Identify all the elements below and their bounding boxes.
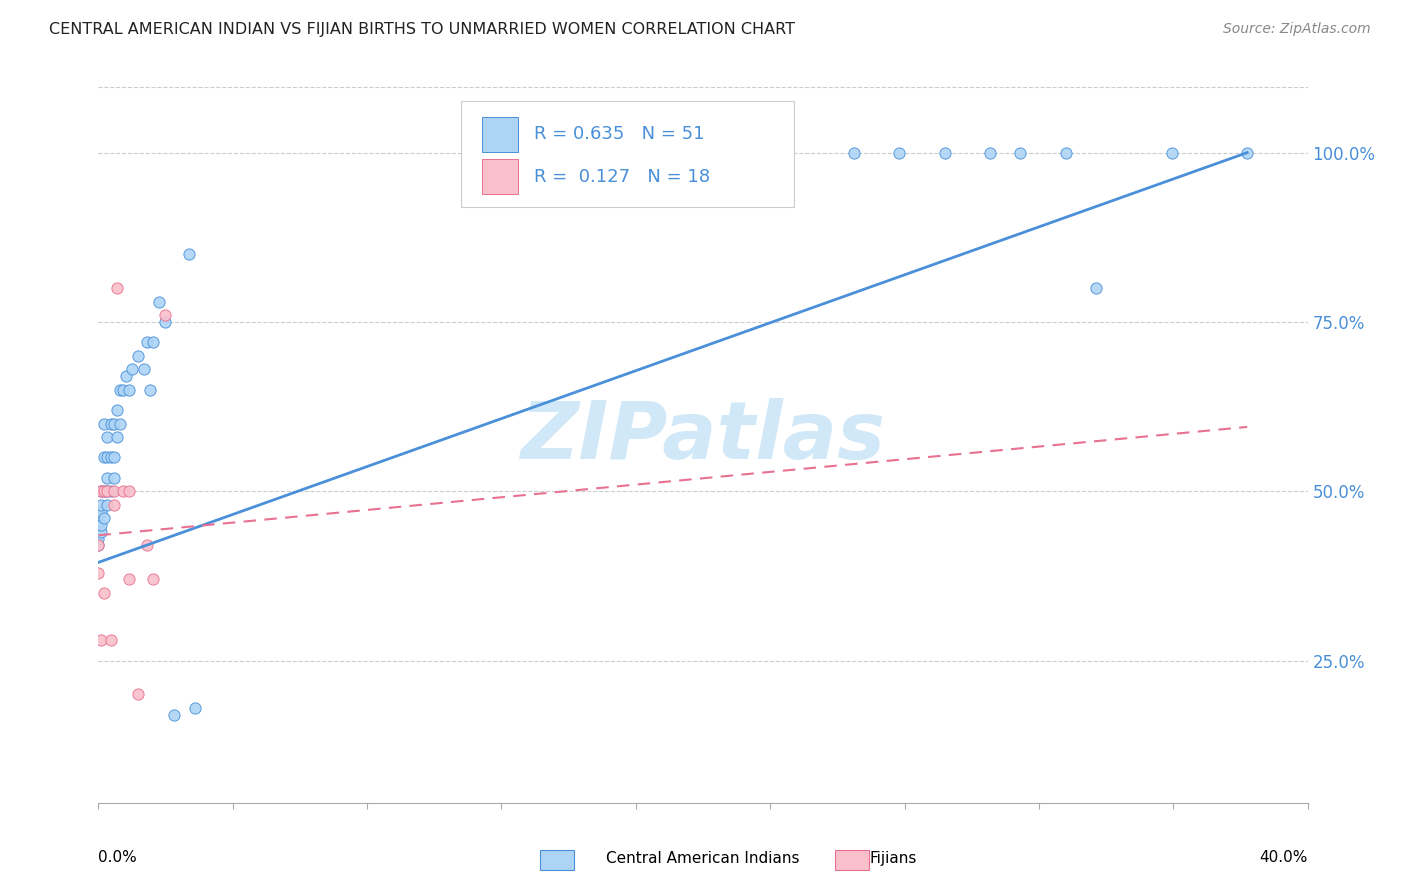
Point [1085, 281, 1108, 295]
Point [100, 484, 122, 499]
Text: ZIPatlas: ZIPatlas [520, 398, 886, 476]
Point [90, 518, 112, 533]
Point [96, 498, 118, 512]
Point [87, 538, 110, 552]
Point [1054, 145, 1077, 160]
Point [96, 484, 118, 499]
Point [103, 417, 125, 431]
Point [103, 498, 125, 512]
Point [153, 315, 176, 329]
Point [100, 633, 122, 648]
Text: 0.0%: 0.0% [98, 850, 138, 865]
Point [93, 450, 115, 465]
Point [90, 498, 112, 512]
Point [135, 538, 157, 552]
Point [979, 145, 1001, 160]
Text: 40.0%: 40.0% [1260, 850, 1308, 865]
Point [96, 450, 118, 465]
Text: R = 0.635   N = 51: R = 0.635 N = 51 [534, 125, 704, 144]
Point [103, 484, 125, 499]
Point [118, 484, 141, 499]
Point [889, 145, 911, 160]
Point [105, 430, 128, 444]
Point [142, 335, 165, 350]
Text: Fijians: Fijians [869, 851, 917, 865]
Point [93, 511, 115, 525]
Text: Central American Indians: Central American Indians [606, 851, 800, 865]
FancyBboxPatch shape [461, 101, 793, 207]
Point [93, 484, 115, 499]
Point [93, 484, 115, 499]
Text: R =  0.127   N = 18: R = 0.127 N = 18 [534, 168, 710, 186]
Point [87, 566, 110, 580]
Point [96, 471, 118, 485]
Point [184, 701, 207, 715]
Point [179, 247, 201, 261]
Point [135, 335, 157, 350]
Point [153, 308, 176, 322]
Point [108, 383, 131, 397]
Text: CENTRAL AMERICAN INDIAN VS FIJIAN BIRTHS TO UNMARRIED WOMEN CORRELATION CHART: CENTRAL AMERICAN INDIAN VS FIJIAN BIRTHS… [49, 22, 796, 37]
Point [1010, 145, 1032, 160]
Point [114, 369, 136, 384]
Point [142, 572, 165, 586]
Point [139, 383, 162, 397]
Point [105, 281, 128, 295]
Point [844, 145, 866, 160]
Point [100, 450, 122, 465]
Point [87, 532, 110, 546]
Point [90, 524, 112, 539]
Point [87, 538, 110, 552]
Point [118, 383, 141, 397]
Point [103, 450, 125, 465]
Point [96, 430, 118, 444]
Point [118, 572, 141, 586]
Point [103, 471, 125, 485]
Point [163, 707, 186, 722]
Point [105, 403, 128, 417]
Point [108, 417, 131, 431]
Point [96, 484, 118, 499]
Point [90, 505, 112, 519]
Point [100, 417, 122, 431]
Point [90, 484, 112, 499]
Bar [482, 159, 517, 194]
Point [121, 362, 143, 376]
Point [111, 383, 134, 397]
Text: Source: ZipAtlas.com: Source: ZipAtlas.com [1223, 22, 1371, 37]
Point [1236, 145, 1258, 160]
Point [148, 294, 170, 309]
Point [90, 484, 112, 499]
Point [127, 349, 149, 363]
Point [93, 417, 115, 431]
Point [1160, 145, 1182, 160]
Point [127, 688, 149, 702]
Point [93, 586, 115, 600]
Point [90, 633, 112, 648]
Point [132, 362, 155, 376]
Point [111, 484, 134, 499]
Point [934, 145, 956, 160]
Point [87, 505, 110, 519]
Bar [482, 117, 517, 152]
Point [87, 518, 110, 533]
